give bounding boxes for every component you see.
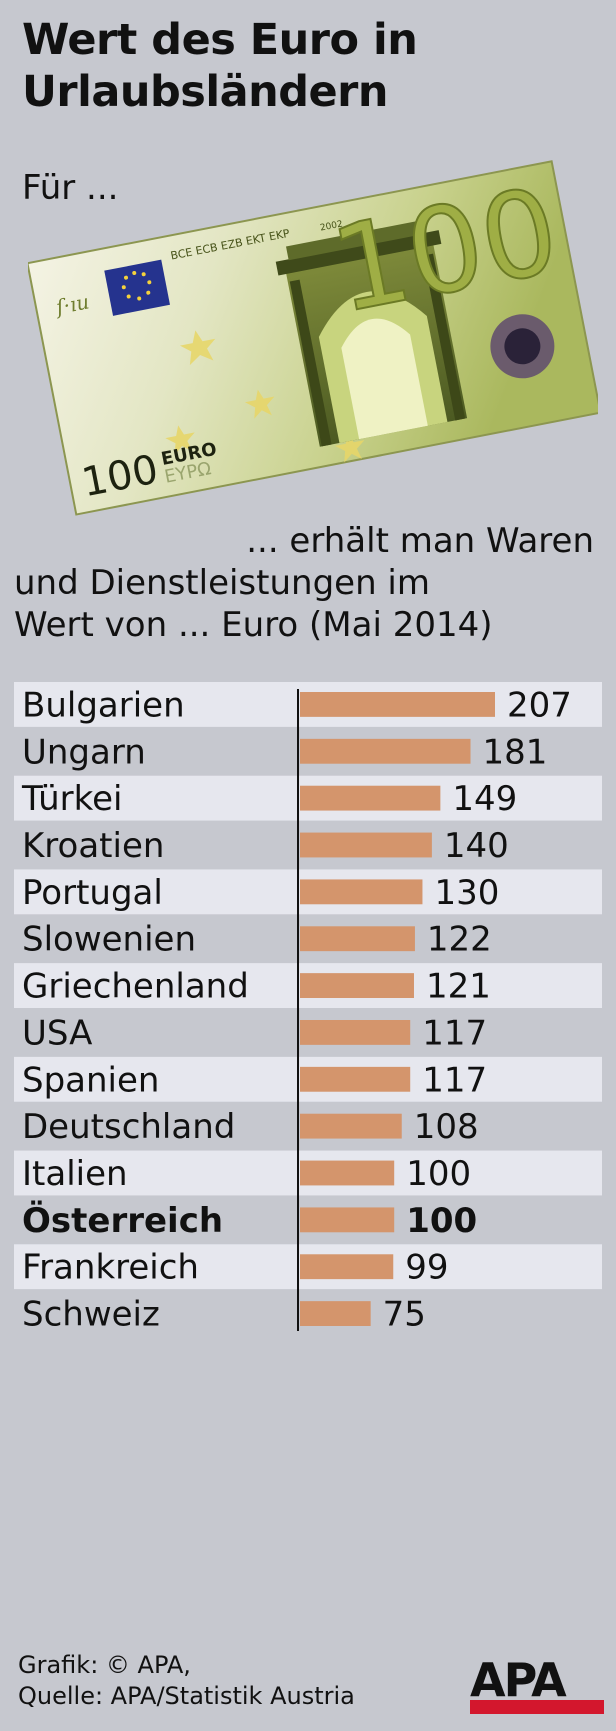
data-label: 149: [452, 779, 517, 819]
eu-flag-icon: [104, 259, 170, 316]
category-label: Deutschland: [22, 1107, 235, 1147]
data-label: 207: [507, 685, 572, 725]
data-label: 100: [406, 1201, 477, 1241]
bar: [300, 738, 471, 764]
bar: [300, 832, 432, 858]
bar: [300, 926, 415, 952]
bar-chart: Bulgarien 207 Ungarn 181 Türkei 149 Kroatien 14…: [14, 682, 602, 1335]
category-label: Griechenland: [22, 967, 249, 1007]
data-label: 117: [422, 1013, 487, 1053]
data-label: 121: [426, 967, 491, 1007]
data-label: 99: [405, 1248, 448, 1288]
apa-logo: APA: [470, 1653, 604, 1714]
category-label: Österreich: [22, 1200, 223, 1241]
bar: [300, 1113, 402, 1139]
data-label: 117: [422, 1060, 487, 1100]
bar: [300, 1066, 411, 1092]
bar: [300, 1207, 395, 1233]
category-label: Italien: [22, 1154, 128, 1194]
data-label: 75: [383, 1295, 426, 1335]
baroque-arch-illustration: [275, 219, 468, 447]
bar: [300, 1020, 411, 1045]
euro-banknote-image: ſ·ıu BCE ECB EZB EKT EKP 2002 100 100 EU…: [28, 160, 598, 516]
bar: [300, 1160, 395, 1186]
bar: [300, 785, 441, 811]
category-label: Türkei: [21, 779, 122, 819]
category-label: Ungarn: [22, 732, 146, 772]
category-label: Portugal: [22, 873, 163, 913]
result-description: ... erhält man Waren und Dienstleistunge…: [14, 520, 594, 646]
category-label: Kroatien: [22, 826, 164, 866]
category-label: Spanien: [22, 1060, 159, 1100]
bar: [300, 1254, 394, 1280]
chart-title-line-1: Wert des Euro in: [22, 15, 418, 65]
source-credit: Grafik: © APA, Quelle: APA/Statistik Aus…: [18, 1650, 355, 1712]
source-line-2: Quelle: APA/Statistik Austria: [18, 1682, 355, 1710]
category-label: Frankreich: [22, 1248, 199, 1288]
chart-title: Wert des Euro in Urlaubsländern: [22, 14, 602, 118]
banknote-year-text: 2002: [319, 219, 343, 233]
result-description-line-1: ... erhält man Waren: [246, 521, 594, 561]
data-label: 100: [406, 1154, 471, 1194]
source-line-1: Grafik: © APA,: [18, 1651, 191, 1679]
bar: [300, 1301, 371, 1326]
apa-logo-red-bar: [470, 1700, 604, 1714]
for-label: Für ...: [22, 168, 119, 208]
data-label: 181: [483, 732, 548, 772]
apa-logo-text: APA: [470, 1653, 567, 1707]
result-description-line-2: und Dienstleistungen im: [14, 563, 431, 603]
bar: [300, 879, 423, 905]
result-description-line-3: Wert von ... Euro (Mai 2014): [14, 605, 493, 645]
data-label: 122: [427, 920, 492, 960]
data-label: 130: [434, 873, 499, 913]
bar: [300, 692, 495, 717]
chart-title-line-2: Urlaubsländern: [22, 67, 389, 117]
data-label: 108: [414, 1107, 479, 1147]
data-label: 140: [444, 826, 509, 866]
category-label: USA: [22, 1013, 92, 1053]
bar: [300, 973, 414, 998]
category-label: Schweiz: [22, 1295, 160, 1335]
category-label: Bulgarien: [22, 685, 185, 725]
category-label: Slowenien: [22, 920, 196, 960]
